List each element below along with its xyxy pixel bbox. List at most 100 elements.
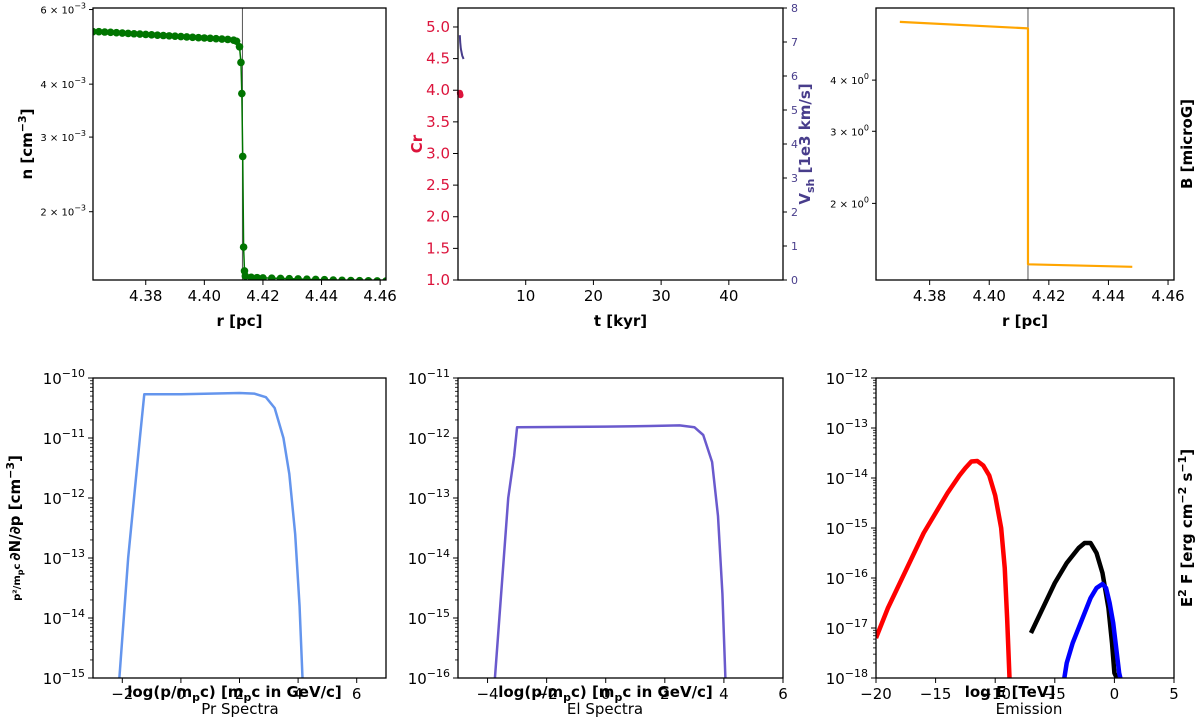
density-ytick-label: 4 × 10−3 <box>40 76 86 91</box>
vsh-ytick-label: 3 <box>791 172 798 185</box>
emission-frame <box>875 377 1175 679</box>
electron-plot-area <box>493 424 727 678</box>
panel-emission: −20 −15 −10 −5 0 5 10−18 10−17 10−16 10−15 10−14 10… <box>826 367 1196 703</box>
emission-series-0 <box>876 458 1012 678</box>
magnetic-xtick-label: 4.46 <box>1151 287 1184 305</box>
density-point <box>124 29 132 38</box>
electron-xlabel: log(p/mpc) [mpc in GeV/c] <box>498 683 713 704</box>
proton-xtick-label: 2 <box>235 685 245 703</box>
density-point <box>303 275 311 280</box>
density-point <box>212 34 220 43</box>
cr-ytick-label: 1.5 <box>426 239 450 257</box>
emission-ytick-label: 10−16 <box>826 567 868 588</box>
density-xlabel: r [pc] <box>217 312 263 330</box>
density-point <box>153 31 162 39</box>
b-ytick-label: 3 × 100 <box>830 123 869 138</box>
b-field-line <box>899 20 1133 268</box>
cr-ylabel: Cr <box>408 134 426 153</box>
electron-ytick-label: 10−12 <box>408 427 450 448</box>
electron-ytick-label: 10−15 <box>408 607 450 628</box>
emission-ytick-label: 10−14 <box>826 467 868 488</box>
emission-xtick-label: 0 <box>1110 685 1120 703</box>
vsh-ytick-label: 8 <box>791 2 798 15</box>
density-point <box>267 274 276 280</box>
emission-xtick-label: 5 <box>1169 685 1179 703</box>
density-point <box>294 275 302 280</box>
cr-ytick-label: 5.0 <box>426 18 450 36</box>
emission-ylabel: E2 F [erg cm−2 s−1] <box>1176 449 1196 607</box>
panel-proton: −2 0 2 4 6 10−15 10−14 10−13 10−12 10−11 10−10 log(… <box>4 367 387 704</box>
cr-ytick-label: 1.0 <box>426 271 450 289</box>
cr-ytick-label: 3.0 <box>426 144 450 162</box>
proton-plot-area <box>118 391 304 678</box>
density-point <box>106 28 115 37</box>
caption-electron: El Spectra <box>567 700 643 718</box>
magnetic-xtick-label: 4.42 <box>1032 287 1065 305</box>
proton-xtick-label: 0 <box>176 685 186 703</box>
density-point <box>311 275 320 280</box>
emission-ytick-label: 10−13 <box>826 417 868 438</box>
compression-xtick-label: 10 <box>516 287 535 305</box>
vsh-ytick-label: 7 <box>791 36 798 49</box>
magnetic-xtick-label: 4.38 <box>913 287 946 305</box>
density-point <box>200 34 209 42</box>
density-point <box>338 276 346 280</box>
electron-xtick-label: 0 <box>601 685 611 703</box>
emission-ytick-label: 10−15 <box>826 517 868 538</box>
emission-series-2 <box>1062 581 1123 678</box>
density-point <box>347 276 355 280</box>
proton-ylabel: p²/mpc∂N/∂p [cm−3] <box>4 455 25 601</box>
b-ytick-label: 4 × 100 <box>830 72 869 87</box>
emission-ytick-label: 10−18 <box>826 667 868 688</box>
density-point <box>285 274 294 280</box>
cr-point <box>457 92 464 99</box>
magnetic-xtick-label: 4.44 <box>1092 287 1125 305</box>
density-point <box>147 31 156 39</box>
vsh-line <box>458 35 465 60</box>
electron-xtick-label: −4 <box>476 685 498 703</box>
vsh-ylabel: Vsh [1e3 km/s] <box>796 83 817 204</box>
proton-frame <box>92 377 387 679</box>
compression-xtick-label: 40 <box>719 287 738 305</box>
density-point <box>136 30 144 38</box>
density-point <box>238 152 247 161</box>
density-point <box>355 276 364 280</box>
compression-frame <box>457 7 784 281</box>
panel-density: 4.38 4.40 4.42 4.44 4.46 2 × 10−3 3 × 10−3 4 × … <box>16 2 397 330</box>
panel-compression: 10 20 30 40 1.0 1.5 2.0 2.5 3.0 3.5 4.0 4.5 5.0 0 1 2 3 4… <box>408 2 817 330</box>
proton-xlabel: log(p/mpc) [mpc in GeV/c] <box>127 683 342 704</box>
electron-xtick-label: 6 <box>778 685 788 703</box>
panel-electron: −4 −2 0 2 4 6 10−16 10−15 10−14 10−13 10−12 10−11 lo… <box>408 367 788 704</box>
proton-series-0 <box>118 391 304 678</box>
cr-ytick-label: 2.0 <box>426 208 450 226</box>
density-ytick-label: 3 × 10−3 <box>40 129 86 144</box>
density-xtick-label: 4.40 <box>188 287 221 305</box>
density-xtick-label: 4.42 <box>246 287 279 305</box>
emission-xtick-label: −20 <box>860 685 892 703</box>
emission-xtick-label: −15 <box>920 685 952 703</box>
proton-ytick-label: 10−10 <box>43 367 85 388</box>
proton-xtick-label: 6 <box>352 685 362 703</box>
density-point <box>329 276 338 280</box>
density-point <box>112 28 121 37</box>
density-point <box>159 31 168 40</box>
proton-xtick-label: 4 <box>293 685 303 703</box>
density-point <box>165 32 173 40</box>
magnetic-xtick-label: 4.40 <box>973 287 1006 305</box>
density-xtick-label: 4.44 <box>305 287 338 305</box>
cr-ytick-label: 2.5 <box>426 176 450 194</box>
density-point <box>100 28 109 36</box>
density-point <box>141 30 150 39</box>
vsh-ytick-label: 1 <box>791 240 798 253</box>
compression-xtick-label: 20 <box>584 287 603 305</box>
density-xtick-label: 4.38 <box>129 287 162 305</box>
electron-xtick-label: −2 <box>536 685 558 703</box>
density-point <box>130 29 138 38</box>
density-point <box>253 273 261 280</box>
density-point <box>223 35 232 44</box>
compression-xlabel: t [kyr] <box>594 312 647 330</box>
density-point <box>218 35 226 43</box>
density-point <box>238 89 246 98</box>
emission-series-1 <box>1028 540 1119 678</box>
density-point <box>247 273 256 280</box>
